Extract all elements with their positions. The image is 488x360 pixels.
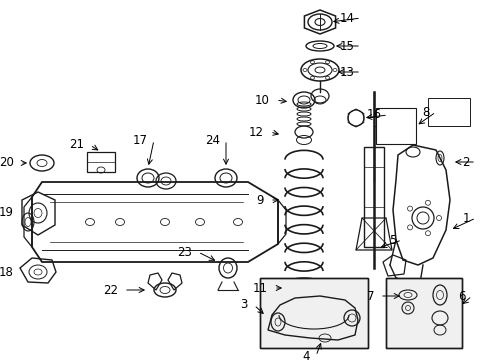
Text: 23: 23 [177,246,192,258]
Bar [87,152,115,172]
Text: 21: 21 [69,139,84,152]
Text: 22: 22 [103,284,118,297]
Text: 12: 12 [248,126,264,139]
Text: 24: 24 [204,134,220,147]
Text: 13: 13 [340,66,354,78]
Text: 7: 7 [366,289,373,302]
Bar [385,278,461,348]
Text: 6: 6 [458,289,465,302]
Text: 1: 1 [462,211,469,225]
Text: 15: 15 [340,40,354,53]
Bar [260,278,367,348]
Text: 17: 17 [133,134,148,147]
Bar [385,278,461,348]
Text: 3: 3 [240,298,247,311]
Bar [363,147,383,247]
Text: 14: 14 [339,12,354,24]
Text: 4: 4 [302,350,309,360]
Text: 11: 11 [252,282,267,294]
Text: 2: 2 [462,156,469,168]
Text: 5: 5 [388,234,395,247]
Text: 10: 10 [255,94,269,107]
Bar [375,108,415,144]
Text: 19: 19 [0,206,14,219]
Bar [427,98,469,126]
Text: 8: 8 [422,105,429,118]
Text: 18: 18 [0,266,14,279]
Text: 9: 9 [256,194,264,207]
Text: 16: 16 [366,108,381,122]
Bar [260,278,367,348]
Text: 20: 20 [0,157,14,170]
